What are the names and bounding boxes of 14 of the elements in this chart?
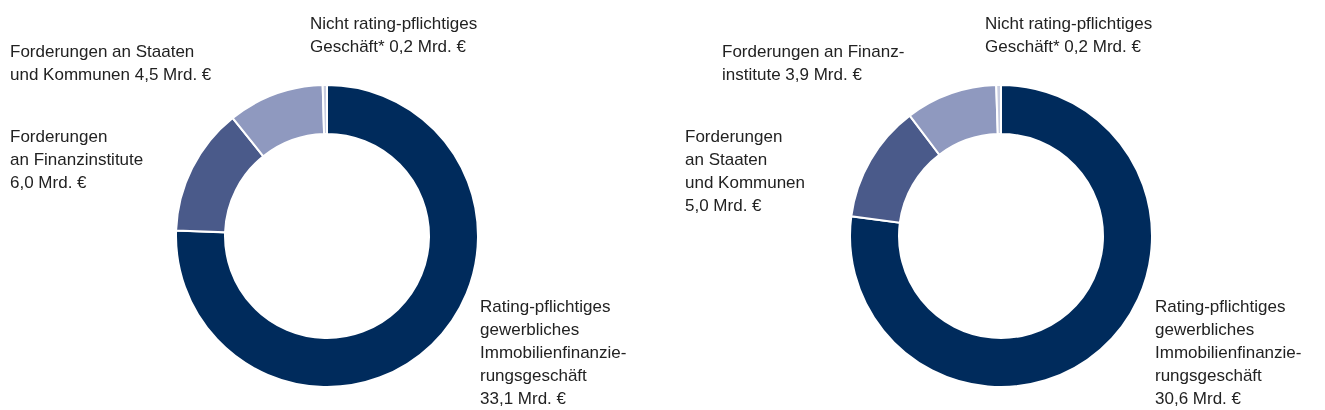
slice-label: Nicht rating-pflichtiges Geschäft* 0,2 Mrd. € <box>310 13 478 58</box>
slice-label: Rating-pflichtiges gewerbliches Immobilienfinanzie- rungsgeschäft <box>1155 296 1302 387</box>
data-label: 33,1 Mrd. € <box>480 388 567 410</box>
donut-slice <box>175 84 479 388</box>
slice-label: Forderungen an Staaten und Kommunen 4,5 Mrd. € <box>10 41 212 86</box>
slice-label: Nicht rating-pflichtiges Geschäft* 0,2 Mrd. € <box>985 13 1153 58</box>
data-label: 30,6 Mrd. € <box>1155 388 1242 410</box>
donut-slice <box>849 84 1153 388</box>
data-label: 6,0 Mrd. € <box>10 172 88 194</box>
slice-label: Forderungen an Finanz- institute 3,9 Mrd. € <box>722 41 905 86</box>
slice-label: Forderungen an Finanzinstitute <box>10 126 144 171</box>
data-label: 5,0 Mrd. € <box>685 195 763 217</box>
slice-label: Rating-pflichtiges gewerbliches Immobilienfinanzie- rungsgeschäft <box>480 296 627 387</box>
slice-label: Forderungen an Staaten und Kommunen <box>685 126 806 194</box>
